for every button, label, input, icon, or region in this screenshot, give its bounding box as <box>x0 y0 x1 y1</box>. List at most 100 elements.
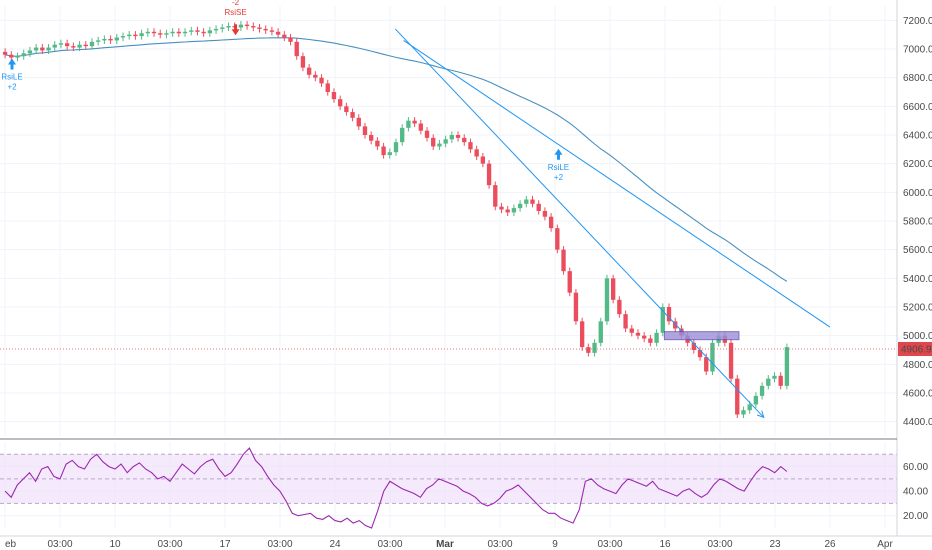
candle-body <box>586 347 591 353</box>
price-tick-label: 7000.0 <box>903 45 932 56</box>
candle-body <box>555 228 560 250</box>
candle-body <box>288 37 293 42</box>
candle <box>486 160 492 189</box>
candle <box>139 29 144 40</box>
price-tick-label: 6200.0 <box>903 159 932 170</box>
moving-average-line <box>4 37 788 282</box>
candle <box>474 145 479 161</box>
candle-body <box>654 332 659 343</box>
candle <box>288 33 293 46</box>
candle-body <box>406 120 411 128</box>
candle <box>306 64 312 79</box>
candle-body <box>220 27 225 29</box>
candle-body <box>592 342 597 353</box>
candle <box>337 95 343 110</box>
candle-body <box>83 44 88 47</box>
trendline[interactable] <box>394 28 765 418</box>
candle <box>244 21 250 30</box>
candle <box>735 375 740 419</box>
candle-body <box>567 271 572 293</box>
time-tick-label: eb <box>5 539 17 550</box>
candle-body <box>170 31 175 34</box>
up-arrow-icon <box>8 58 16 70</box>
candle-body <box>375 140 380 147</box>
candle-body <box>691 342 696 350</box>
candle-body <box>21 53 26 57</box>
candle <box>207 26 213 37</box>
candle <box>741 406 746 419</box>
candle-body <box>189 30 194 32</box>
candle <box>133 31 138 40</box>
candles <box>2 21 790 419</box>
candle-body <box>753 395 759 405</box>
candle-body <box>350 112 355 118</box>
candle-body <box>530 199 535 204</box>
up-arrow-icon <box>554 148 563 160</box>
candle <box>406 117 411 132</box>
candle <box>238 21 244 32</box>
candle <box>182 28 188 37</box>
candle-body <box>728 342 734 379</box>
candle-body <box>64 43 70 47</box>
candle <box>573 289 579 325</box>
candle-body <box>300 56 306 68</box>
trendlines[interactable] <box>0 28 897 419</box>
price-tick-label: 4600.0 <box>903 389 932 400</box>
signal-rsile: RsiLE+2 <box>1 58 23 91</box>
candle <box>511 204 517 216</box>
candle-body <box>269 30 275 32</box>
candle <box>468 138 473 153</box>
candle-body <box>697 350 703 358</box>
candle <box>89 38 95 50</box>
candle <box>666 303 672 325</box>
candle-body <box>548 216 554 229</box>
candle <box>195 26 200 36</box>
candle-body <box>213 28 219 31</box>
candle <box>548 213 554 232</box>
rsi-tick-label: 60.00 <box>903 462 928 473</box>
candle-body <box>517 203 523 209</box>
price-tick-label: 4800.0 <box>903 360 932 371</box>
candle <box>766 375 771 390</box>
price-tick-label: 5600.0 <box>903 245 932 256</box>
candle-body <box>319 77 324 84</box>
resistance-zone[interactable] <box>663 331 740 341</box>
candle-body <box>648 338 653 343</box>
candle <box>778 372 783 390</box>
trendline[interactable] <box>403 39 831 328</box>
candle <box>220 23 225 33</box>
time-tick-label: 03:00 <box>267 539 292 550</box>
candle-body <box>598 321 603 343</box>
candle <box>642 332 647 343</box>
candle-body <box>226 26 231 28</box>
candle <box>21 49 26 60</box>
candle-body <box>356 117 361 127</box>
signal-qty: +2 <box>7 82 17 91</box>
candle <box>108 35 113 44</box>
candle <box>555 224 560 254</box>
candle-body <box>313 74 318 78</box>
candle-body <box>704 357 709 372</box>
candle-body <box>511 208 517 213</box>
candle <box>356 114 361 130</box>
time-tick-label: 17 <box>219 539 231 550</box>
candle <box>579 317 585 351</box>
candle-body <box>499 206 504 210</box>
candle <box>542 207 548 221</box>
candle-body <box>27 50 33 54</box>
candle <box>27 46 33 57</box>
candle <box>604 274 610 325</box>
candle-body <box>114 37 119 41</box>
candle <box>269 26 275 36</box>
price-tick-label: 5400.0 <box>903 274 932 285</box>
candle <box>33 43 39 55</box>
candle <box>524 195 529 208</box>
candle-body <box>772 375 777 379</box>
candle <box>772 372 777 383</box>
candle-body <box>468 142 473 150</box>
candle-body <box>127 34 132 37</box>
candle <box>257 23 262 33</box>
candle-body <box>108 38 113 41</box>
price-tick-label: 6600.0 <box>903 102 932 113</box>
